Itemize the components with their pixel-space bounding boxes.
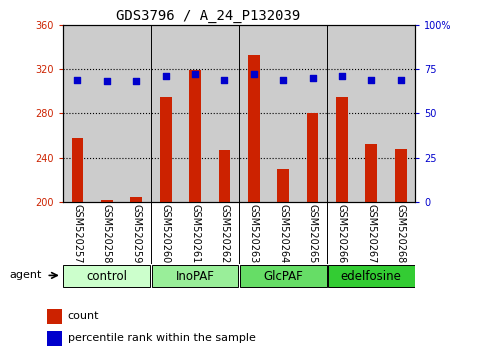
Text: GSM520264: GSM520264 (278, 204, 288, 263)
Text: agent: agent (10, 270, 42, 280)
Bar (63, 265, 150, 287)
Text: percentile rank within the sample: percentile rank within the sample (68, 333, 256, 343)
Point (221, 77, 228, 82)
Text: count: count (68, 312, 99, 321)
Point (250, 72, 257, 77)
Text: GSM520261: GSM520261 (190, 204, 200, 263)
Text: GSM520263: GSM520263 (249, 204, 259, 263)
Text: GSM520267: GSM520267 (366, 204, 376, 263)
Point (279, 77, 287, 82)
Text: GSM520268: GSM520268 (396, 204, 406, 263)
Point (191, 72, 199, 77)
Bar (189, 70, 201, 202)
Point (397, 77, 405, 82)
Bar (71, 138, 84, 202)
Bar (336, 97, 348, 202)
Bar (130, 197, 142, 202)
Point (338, 73, 346, 79)
Bar (47, 331, 62, 346)
Point (162, 73, 170, 79)
Point (132, 79, 140, 84)
Bar (307, 113, 318, 202)
Bar (395, 149, 407, 202)
Text: GlcPAF: GlcPAF (263, 270, 303, 282)
Bar (101, 200, 113, 202)
Bar (366, 144, 377, 202)
Point (309, 75, 316, 81)
Text: control: control (86, 270, 128, 282)
Text: GSM520262: GSM520262 (219, 204, 229, 263)
Text: GSM520266: GSM520266 (337, 204, 347, 263)
Text: GSM520258: GSM520258 (102, 204, 112, 263)
Text: GSM520260: GSM520260 (161, 204, 170, 263)
Bar (248, 55, 260, 202)
Bar (47, 309, 62, 324)
Text: GSM520265: GSM520265 (308, 204, 317, 263)
Text: GDS3796 / A_24_P132039: GDS3796 / A_24_P132039 (115, 9, 300, 23)
Bar (240, 265, 327, 287)
Bar (328, 265, 415, 287)
Text: InoPAF: InoPAF (176, 270, 214, 282)
Text: GSM520259: GSM520259 (131, 204, 141, 263)
Point (368, 77, 375, 82)
Bar (218, 150, 230, 202)
Text: GSM520257: GSM520257 (72, 204, 83, 263)
Bar (152, 265, 239, 287)
Point (103, 79, 111, 84)
Bar (277, 169, 289, 202)
Text: edelfosine: edelfosine (341, 270, 402, 282)
Bar (160, 97, 171, 202)
Point (73, 77, 81, 82)
